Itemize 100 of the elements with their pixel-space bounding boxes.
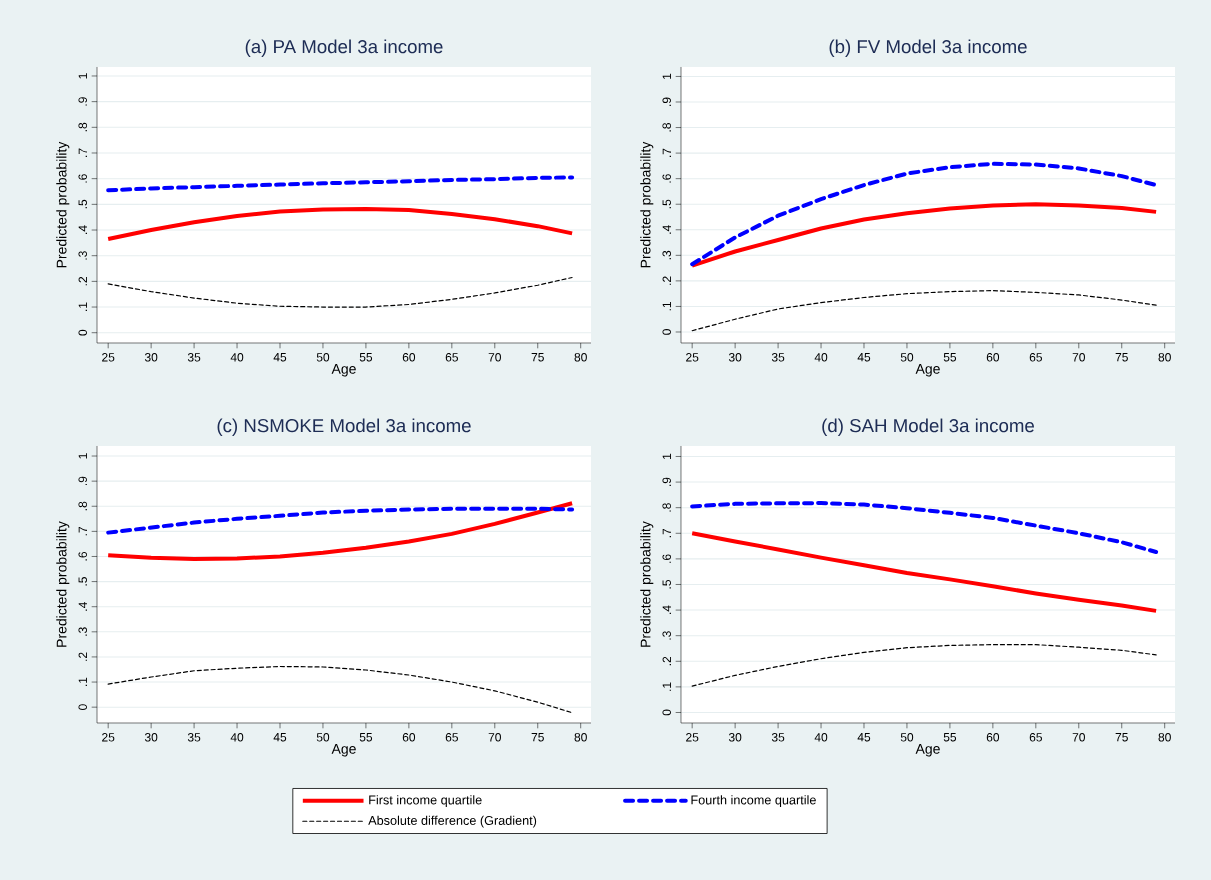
x-tick-label: 55	[359, 353, 373, 362]
y-tick-label: 1	[662, 453, 671, 459]
y-tick-label: .6	[662, 174, 671, 183]
x-tick-label: 65	[445, 353, 458, 362]
x-tick-label: 75	[531, 353, 544, 362]
y-tick-label: .6	[78, 552, 87, 561]
x-tick-label: 55	[943, 353, 957, 362]
y-tick-label: .3	[662, 631, 671, 640]
x-tick-label: 40	[230, 353, 244, 362]
x-tick-label: 45	[273, 353, 287, 362]
x-tick-label: 35	[187, 353, 201, 362]
x-tick-label: 35	[187, 733, 201, 742]
y-tick-label: .1	[662, 682, 671, 691]
y-tick-label: .1	[78, 677, 87, 686]
y-tick-label: .8	[662, 503, 671, 512]
y-tick-label: 1	[662, 73, 671, 79]
line-series	[106, 175, 575, 193]
x-tick-label: 40	[814, 733, 828, 742]
y-tick-label: .3	[662, 250, 671, 260]
x-tick-label: 30	[144, 733, 158, 742]
line-series	[690, 202, 1159, 268]
x-tick-label: 45	[857, 353, 871, 362]
y-tick-label: .2	[78, 276, 87, 286]
y-axis-title: Predicted probability	[56, 521, 70, 647]
x-tick-label: 65	[445, 733, 458, 742]
x-tick-label: 55	[943, 733, 957, 742]
y-tick-label: .7	[78, 148, 87, 157]
y-tick-label: .7	[78, 526, 87, 536]
x-axis-title: Age	[331, 364, 356, 377]
x-tick-label: 25	[102, 733, 115, 742]
y-tick-label: .6	[662, 554, 671, 563]
x-tick-label: 80	[1158, 733, 1171, 742]
x-tick-label: 40	[230, 733, 244, 742]
y-tick-label: .4	[78, 225, 87, 234]
y-tick-label: .5	[78, 199, 87, 209]
chart-title: (c) NSMOKE Model 3a income	[217, 418, 471, 436]
x-tick-label: 70	[488, 733, 501, 742]
x-tick-label: 25	[686, 353, 699, 362]
y-tick-label: .8	[662, 123, 671, 132]
y-tick-label: .1	[78, 302, 87, 311]
x-tick-label: 80	[574, 733, 587, 742]
x-tick-label: 50	[316, 733, 330, 742]
y-tick-label: .6	[78, 174, 87, 183]
x-tick-label: 75	[1115, 733, 1128, 742]
y-tick-label: .4	[78, 602, 87, 611]
x-tick-label: 35	[771, 733, 785, 742]
y-axis-title: Predicted probability	[640, 141, 654, 268]
x-tick-label: 45	[273, 733, 287, 742]
y-tick-label: 1	[78, 453, 87, 459]
x-axis-title: Age	[331, 744, 356, 757]
x-axis-title: Age	[915, 744, 940, 757]
line-series	[691, 290, 1157, 332]
y-tick-label: .4	[662, 605, 671, 614]
x-tick-label: 25	[686, 733, 699, 742]
x-tick-label: 50	[900, 733, 914, 742]
x-tick-label: 65	[1029, 733, 1042, 742]
y-tick-label: .2	[662, 656, 671, 666]
y-tick-label: 0	[78, 704, 87, 711]
chart-title: (a) PA Model 3a income	[245, 39, 443, 57]
line-series	[106, 206, 575, 241]
x-tick-label: 60	[986, 733, 1000, 742]
y-tick-label: .5	[78, 577, 87, 586]
x-tick-label: 25	[102, 353, 115, 362]
x-tick-label: 55	[359, 733, 373, 742]
x-tick-label: 80	[1158, 353, 1171, 362]
x-tick-label: 30	[728, 733, 742, 742]
y-axis-title: Predicted probability	[640, 521, 654, 647]
x-tick-label: 75	[1115, 353, 1128, 362]
x-tick-label: 50	[900, 353, 914, 362]
x-axis-title: Age	[915, 364, 940, 377]
legend-label: First income quartile	[369, 795, 482, 807]
y-tick-label: .2	[662, 276, 671, 285]
y-tick-label: 1	[78, 73, 87, 79]
line-series	[690, 531, 1159, 613]
x-tick-label: 60	[402, 353, 416, 362]
y-tick-label: .7	[662, 528, 671, 538]
y-tick-label: 0	[662, 329, 671, 335]
y-axis-title: Predicted probability	[56, 141, 70, 268]
chart-title: (b) FV Model 3a income	[829, 39, 1027, 57]
x-tick-label: 50	[316, 353, 330, 362]
line-series	[107, 665, 573, 714]
x-tick-label: 60	[986, 353, 1000, 362]
y-tick-label: .9	[78, 476, 87, 486]
y-tick-label: .3	[78, 251, 87, 260]
line-series	[107, 276, 573, 308]
y-tick-label: .4	[662, 225, 671, 234]
x-tick-label: 75	[531, 733, 544, 742]
y-tick-label: .3	[78, 627, 87, 636]
legend-label: Absolute difference (Gradient)	[368, 815, 537, 828]
x-tick-label: 30	[728, 353, 742, 362]
line-series	[690, 161, 1159, 267]
y-tick-label: .8	[78, 122, 87, 132]
x-tick-label: 70	[488, 353, 501, 362]
x-tick-label: 65	[1029, 353, 1042, 362]
x-tick-label: 70	[1072, 733, 1085, 742]
y-tick-label: .1	[662, 302, 671, 311]
y-tick-label: .8	[78, 501, 87, 511]
line-series	[106, 501, 575, 561]
y-tick-label: .9	[662, 97, 671, 106]
y-tick-label: .9	[78, 97, 87, 106]
